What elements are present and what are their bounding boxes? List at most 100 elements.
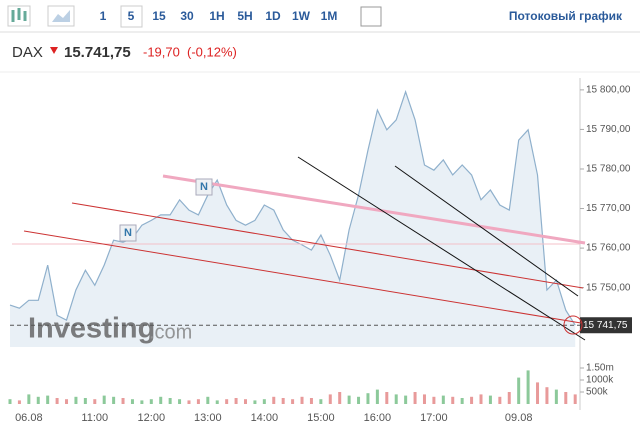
volume-bar (112, 396, 116, 404)
candle-glyph (11, 8, 27, 22)
volume-bar (451, 396, 455, 404)
x-tick-label: 12:00 (138, 412, 166, 424)
down-arrow (50, 47, 58, 54)
x-tick-label: 13:00 (194, 412, 222, 424)
volume-bar (206, 396, 210, 404)
volume-bar (554, 389, 558, 404)
interval-button[interactable]: 5H (237, 9, 252, 23)
volume-bar (536, 382, 540, 404)
volume-bar (130, 399, 134, 404)
volume-bar (8, 399, 12, 404)
volume-bar (432, 396, 436, 404)
volume-bar (168, 398, 172, 404)
y-tick-label: 15 770,00 (586, 203, 631, 214)
circle-drawing (563, 315, 583, 335)
volume-bar (526, 370, 530, 404)
volume-bar (413, 392, 417, 404)
x-tick-label: 16:00 (364, 412, 392, 424)
volume-bar (93, 399, 97, 404)
volume-bar (545, 387, 549, 404)
volume-bar (564, 392, 568, 404)
quote-header: DAX 15.741,75 -19,70 (-0,12%) (12, 44, 237, 61)
price: 15.741,75 (64, 44, 131, 61)
volume-bar (338, 392, 342, 404)
y-tick-label: 15 780,00 (586, 164, 631, 175)
x-tick-label: 14:00 (251, 412, 279, 424)
volume-bar (159, 396, 163, 404)
interval-button[interactable]: 5 (128, 9, 135, 23)
volume-bar (470, 396, 474, 404)
x-tick-label: 17:00 (420, 412, 448, 424)
volume-bar (375, 389, 379, 404)
volume-bar (272, 396, 276, 404)
x-tick-label: 11:00 (81, 412, 108, 424)
volume-bar (319, 399, 323, 404)
volume-bar (394, 394, 398, 404)
volume-bar (253, 400, 257, 404)
volume-bar (488, 395, 492, 404)
watermark-suffix: .com (149, 321, 192, 343)
x-tick-label: 09.08 (505, 412, 533, 424)
volume-bar (121, 398, 125, 404)
trend-line (297, 156, 586, 341)
streaming-link[interactable]: Потоковый график (509, 9, 623, 23)
y-tick-label: 15 760,00 (586, 243, 631, 254)
symbol: DAX (12, 44, 43, 61)
volume-bar (74, 396, 78, 404)
volume-bar (309, 398, 313, 404)
interval-button[interactable]: 1W (292, 9, 311, 23)
volume-bar (244, 399, 247, 404)
volume-bar (507, 392, 511, 404)
last-price-label: 15 741,75 (583, 320, 628, 331)
volume-bar (357, 396, 361, 404)
marker[interactable]: N (124, 227, 132, 239)
x-tick-label: 15:00 (307, 412, 335, 424)
volume-tick-label: 1000k (586, 375, 614, 386)
y-tick-label: 15 790,00 (586, 124, 631, 135)
interval-button[interactable]: 30 (180, 9, 194, 23)
drawings: N N (12, 156, 586, 341)
volume-bar (573, 394, 577, 404)
volume-bar (460, 398, 464, 404)
watermark-brand: Investing (28, 313, 155, 345)
volume-bar (366, 393, 370, 404)
change: -19,70 (143, 44, 180, 59)
marker-box[interactable] (119, 224, 137, 242)
marker-box[interactable] (195, 178, 213, 196)
last-price-box (580, 317, 632, 334)
volume-tick-label: 500k (586, 387, 609, 398)
volume-bar (404, 395, 408, 404)
volume-bar (225, 399, 229, 404)
settings-icon[interactable] (360, 6, 382, 27)
volume-bar (347, 395, 351, 404)
volume-bar (300, 396, 304, 404)
trend-line (394, 165, 579, 297)
trend-line (23, 230, 582, 324)
volume-bar (281, 398, 285, 404)
plot: 15 750,00 15 760,00 15 770,00 15 780,00 15 7… (8, 78, 632, 424)
volume-bar (291, 399, 295, 404)
x-tick-label: 06.08 (15, 412, 43, 424)
volume-bar (479, 394, 483, 404)
interval-button[interactable]: 1H (209, 9, 224, 23)
volume-bar (328, 394, 332, 404)
volume-bar (27, 394, 31, 404)
y-tick-label: 15 750,00 (586, 282, 631, 293)
marker[interactable]: N (200, 181, 208, 193)
volume-bar (385, 392, 389, 404)
interval-button[interactable]: 1D (265, 9, 281, 23)
area-icon[interactable] (47, 5, 75, 27)
candle-icon[interactable] (7, 5, 31, 27)
interval-button[interactable]: 15 (152, 9, 166, 23)
area-glyph (52, 10, 70, 22)
interval-button[interactable]: 1 (100, 9, 107, 23)
interval-button[interactable]: 1M (321, 9, 338, 23)
volume-bar (517, 377, 521, 404)
volume-bar (215, 400, 219, 404)
y-tick-label: 15 800,00 (586, 85, 631, 96)
change-pct: (-0,12%) (187, 44, 237, 59)
volume-bar (36, 396, 40, 404)
volume-bar (149, 399, 153, 404)
volume-bar (55, 398, 59, 404)
